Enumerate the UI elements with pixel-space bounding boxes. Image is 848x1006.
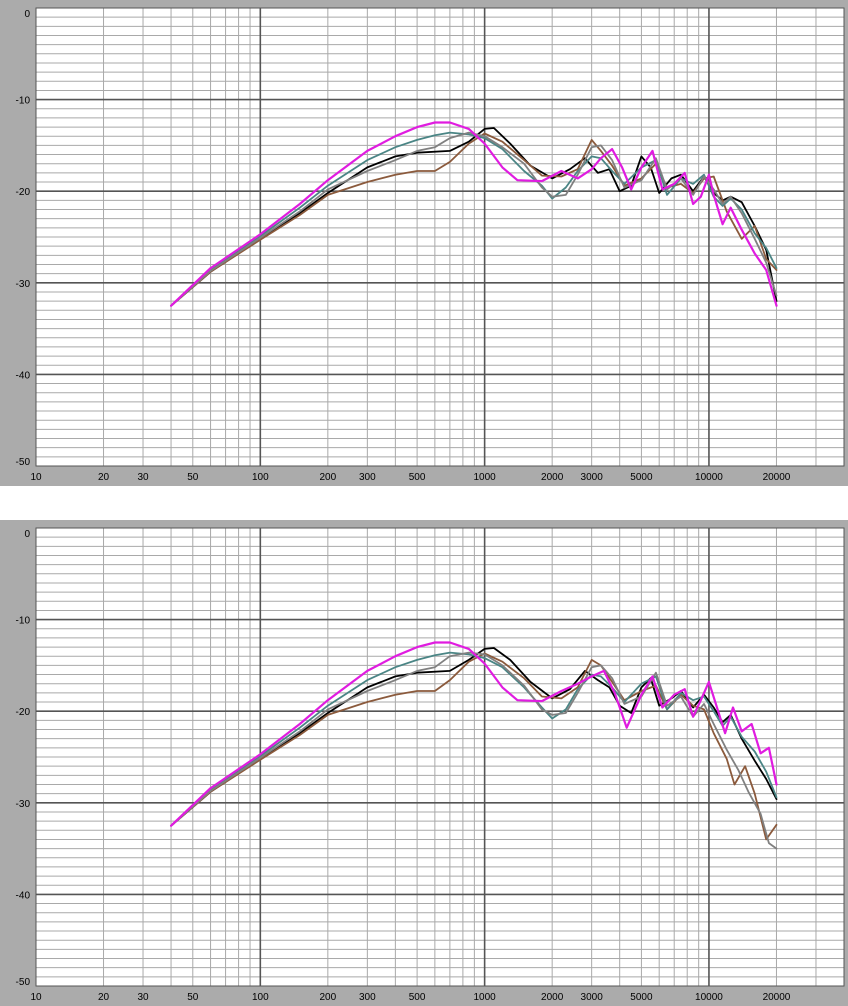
x-tick-label: 20: [98, 992, 110, 1003]
x-tick-label: 5000: [630, 472, 653, 483]
x-tick-label: 50: [187, 472, 199, 483]
x-tick-label: 5000: [630, 992, 653, 1003]
x-tick-label: 20: [98, 472, 110, 483]
chart-panel-top: 0 -10 -20 -30 -40 -50 10 20 30 50 100 200 300 500 1000…: [0, 0, 848, 486]
y-tick-label: -20: [16, 707, 31, 718]
x-tick-label: 20000: [763, 472, 791, 483]
x-tick-label: 10000: [695, 992, 723, 1003]
x-tick-label: 2000: [541, 472, 564, 483]
plot-border: [35, 527, 845, 987]
x-tick-label: 200: [319, 992, 336, 1003]
x-tick-label: 100: [252, 472, 269, 483]
series-line-3: [170, 651, 778, 827]
series-line-4: [170, 651, 778, 850]
y-tick-label: -40: [16, 890, 31, 901]
y-tick-label: 0: [24, 9, 30, 20]
x-tick-label: 30: [137, 472, 149, 483]
x-tick-label: 2000: [541, 992, 564, 1003]
series-line-4: [170, 131, 778, 307]
series-line-3: [170, 131, 778, 307]
x-tick-label: 100: [252, 992, 269, 1003]
plot-border: [35, 7, 845, 467]
series-line-5: [170, 121, 778, 307]
x-tick-label: 1000: [474, 472, 497, 483]
y-tick-label: -10: [16, 616, 31, 627]
series-line-5: [170, 641, 778, 827]
x-tick-label: 10: [30, 992, 42, 1003]
y-tick-label: -30: [16, 279, 31, 290]
x-tick-label: 3000: [581, 472, 604, 483]
x-tick-label: 500: [409, 992, 426, 1003]
series-line-1: [170, 647, 778, 827]
x-tick-label: 20000: [763, 992, 791, 1003]
chart-panel-bottom: 0 -10 -20 -30 -40 -50 10 20 30 50 100 200 300 500 1000…: [0, 520, 848, 1006]
x-tick-label: 200: [319, 472, 336, 483]
y-tick-label: -10: [16, 96, 31, 107]
frequency-response-chart-top: 0 -10 -20 -30 -40 -50 10 20 30 50 100 200 300 500 1000…: [16, 7, 845, 483]
x-tick-label: 10000: [695, 472, 723, 483]
y-tick-label: -40: [16, 370, 31, 381]
x-tick-label: 30: [137, 992, 149, 1003]
frequency-response-chart-bottom: 0 -10 -20 -30 -40 -50 10 20 30 50 100 200 300 500 1000…: [16, 527, 845, 1003]
x-tick-label: 300: [359, 992, 376, 1003]
x-tick-label: 500: [409, 472, 426, 483]
x-tick-label: 300: [359, 472, 376, 483]
y-tick-label: -50: [16, 977, 31, 988]
y-tick-label: -30: [16, 799, 31, 810]
y-tick-label: -20: [16, 187, 31, 198]
x-tick-label: 1000: [474, 992, 497, 1003]
y-tick-label: -50: [16, 457, 31, 468]
series-line-2: [170, 652, 778, 841]
x-tick-label: 3000: [581, 992, 604, 1003]
y-tick-label: 0: [24, 529, 30, 540]
x-tick-label: 50: [187, 992, 199, 1003]
x-tick-label: 10: [30, 472, 42, 483]
